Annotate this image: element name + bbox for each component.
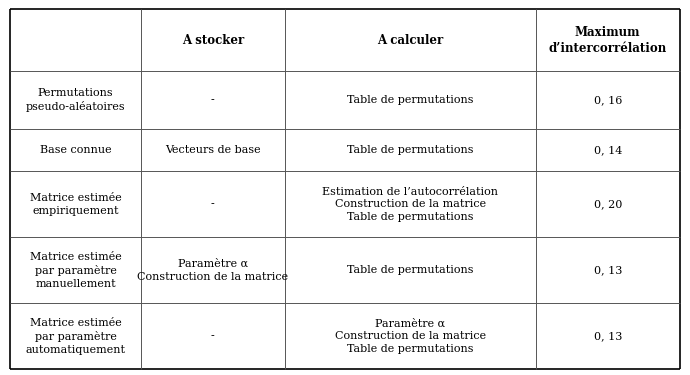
Text: Maximum
d’intercorrélation: Maximum d’intercorrélation bbox=[549, 26, 667, 55]
Text: A calculer: A calculer bbox=[377, 34, 444, 47]
Text: Permutations
pseudo-aléatoires: Permutations pseudo-aléatoires bbox=[26, 88, 126, 112]
Text: Matrice estimée
par paramètre
automatiquement: Matrice estimée par paramètre automatiqu… bbox=[26, 318, 126, 355]
Text: Matrice estimée
empiriquement: Matrice estimée empiriquement bbox=[30, 193, 121, 216]
Text: -: - bbox=[211, 95, 215, 105]
Text: Paramètre α
Construction de la matrice
Table de permutations: Paramètre α Construction de la matrice T… bbox=[335, 319, 486, 354]
Text: Matrice estimée
par paramètre
manuellement: Matrice estimée par paramètre manuelleme… bbox=[30, 252, 121, 289]
Text: Vecteurs de base: Vecteurs de base bbox=[165, 146, 261, 155]
Text: 0, 20: 0, 20 bbox=[593, 200, 622, 209]
Text: Estimation de l’autocorrélation
Construction de la matrice
Table de permutations: Estimation de l’autocorrélation Construc… bbox=[322, 187, 498, 222]
Text: Paramètre α
Construction de la matrice: Paramètre α Construction de la matrice bbox=[137, 259, 288, 282]
Text: Table de permutations: Table de permutations bbox=[347, 95, 473, 105]
Text: A stocker: A stocker bbox=[181, 34, 244, 47]
Text: Table de permutations: Table de permutations bbox=[347, 266, 473, 275]
Text: -: - bbox=[211, 200, 215, 209]
Text: 0, 16: 0, 16 bbox=[593, 95, 622, 105]
Text: Base connue: Base connue bbox=[40, 146, 111, 155]
Text: Table de permutations: Table de permutations bbox=[347, 146, 473, 155]
Text: 0, 13: 0, 13 bbox=[593, 266, 622, 275]
Text: -: - bbox=[211, 332, 215, 341]
Text: 0, 14: 0, 14 bbox=[593, 146, 622, 155]
Text: 0, 13: 0, 13 bbox=[593, 332, 622, 341]
